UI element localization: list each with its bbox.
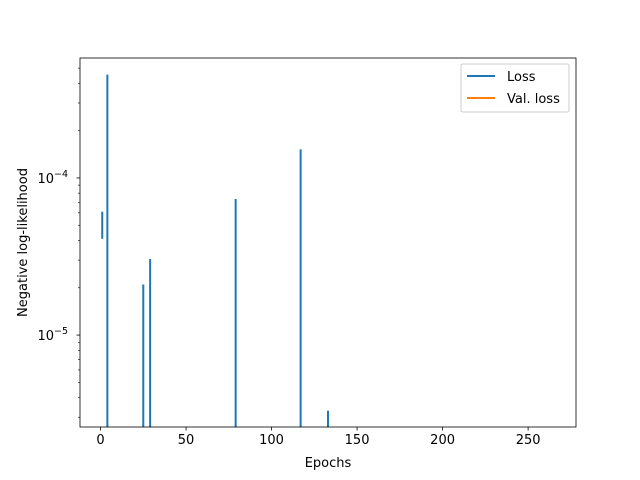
series-marks	[101, 74, 329, 427]
x-tick-label: 100	[259, 433, 284, 448]
x-tick-label: 0	[96, 433, 104, 448]
y-tick-label: 10−5	[37, 326, 68, 344]
x-axis-label: Epochs	[305, 456, 352, 471]
y-axis-label: Negative log-likelihood	[16, 168, 31, 317]
legend: Loss Val. loss	[460, 63, 570, 113]
plot-frame	[79, 57, 577, 428]
plot-area	[80, 58, 576, 427]
y-tick-label: 10−4	[37, 169, 68, 187]
x-tick-label: 50	[178, 433, 195, 448]
x-tick-label: 150	[345, 433, 370, 448]
x-axis-ticks: 0 50 100 150 200 250	[96, 427, 541, 448]
legend-label-loss: Loss	[507, 70, 536, 85]
legend-label-val-loss: Val. loss	[507, 92, 560, 107]
y-axis-ticks: 10−5 10−4	[37, 67, 80, 418]
x-tick-label: 200	[430, 433, 455, 448]
x-tick-label: 250	[516, 433, 541, 448]
